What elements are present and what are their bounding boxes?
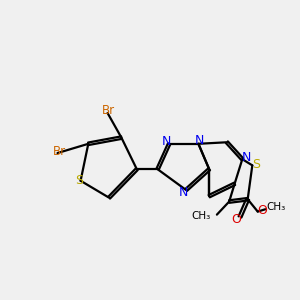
Text: Br: Br: [53, 146, 66, 158]
Text: Br: Br: [101, 104, 115, 117]
Text: S: S: [253, 158, 260, 171]
Text: N: N: [242, 151, 251, 164]
Text: S: S: [75, 174, 83, 187]
Text: O: O: [231, 213, 241, 226]
Text: CH₃: CH₃: [267, 202, 286, 212]
Text: CH₃: CH₃: [192, 211, 211, 221]
Text: N: N: [195, 134, 204, 147]
Text: O: O: [257, 204, 267, 217]
Text: N: N: [162, 134, 172, 148]
Text: N: N: [178, 186, 188, 199]
